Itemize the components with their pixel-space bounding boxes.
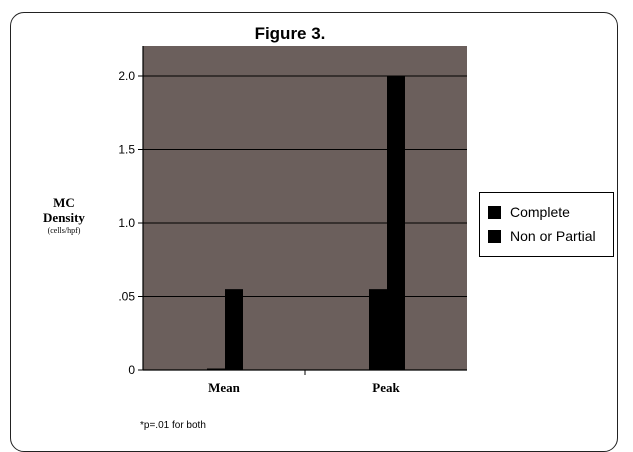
chart-legend: Complete Non or Partial bbox=[479, 192, 614, 257]
legend-label-complete: Complete bbox=[510, 204, 570, 220]
figure-title: Figure 3. bbox=[254, 24, 326, 43]
legend-item-non-or-partial: Non or Partial bbox=[480, 224, 613, 248]
legend-swatch-complete bbox=[488, 205, 501, 219]
legend-swatch-non-or-partial bbox=[488, 229, 501, 243]
ytick-label-0: 0 bbox=[128, 363, 135, 377]
y-axis-label: MC Density (cells/hpf) bbox=[24, 195, 104, 236]
plot-area bbox=[143, 46, 467, 370]
ytick-label-1: .05 bbox=[118, 290, 135, 304]
legend-label-non-or-partial: Non or Partial bbox=[510, 228, 596, 244]
xtick-label-mean: Mean bbox=[208, 380, 241, 395]
y-axis-label-line2: Density bbox=[43, 210, 85, 225]
footnote: *p=.01 for both bbox=[140, 420, 206, 431]
bar-mean-non-or-partial bbox=[225, 289, 243, 370]
ytick-label-2: 1.0 bbox=[118, 216, 135, 230]
bar-mean-complete bbox=[207, 368, 225, 370]
ytick-label-3: 1.5 bbox=[118, 143, 135, 157]
bar-peak-complete bbox=[369, 289, 387, 370]
bar-peak-non-or-partial bbox=[387, 76, 405, 370]
y-axis-label-line1: MC bbox=[53, 195, 75, 210]
xtick-label-peak: Peak bbox=[372, 380, 400, 395]
ytick-label-4: 2.0 bbox=[118, 69, 135, 83]
y-axis-label-units: (cells/hpf) bbox=[47, 226, 81, 235]
bar-chart: 0 .05 1.0 1.5 2.0 Mean Peak bbox=[118, 46, 467, 395]
legend-item-complete: Complete bbox=[480, 200, 613, 224]
